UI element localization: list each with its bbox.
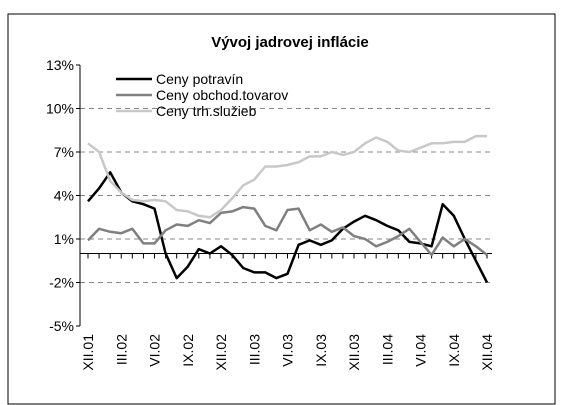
y-tick-label: 13% (46, 57, 74, 73)
x-tick-label: IX.04 (446, 334, 462, 367)
x-tick-label: IX.03 (313, 334, 329, 367)
x-tick-label: XII.04 (479, 334, 495, 371)
x-tick-label: III.03 (246, 334, 262, 365)
y-tick-label: 7% (54, 144, 74, 160)
x-tick-label: III.02 (113, 334, 129, 365)
y-tick-label: 10% (46, 101, 74, 117)
legend-label: Ceny obchod.tovarov (156, 87, 288, 103)
x-tick-label: III.04 (379, 334, 395, 365)
series-line (87, 134, 487, 219)
x-tick-label: VI.03 (280, 334, 296, 367)
x-tick-label: XII.01 (80, 334, 96, 371)
y-tick-label: 4% (54, 188, 74, 204)
y-tick-label: -2% (49, 275, 74, 291)
x-tick-label: IX.02 (180, 334, 196, 367)
x-tick-label: VI.02 (147, 334, 163, 367)
y-tick-label: 1% (54, 231, 74, 247)
legend-label: Ceny potravín (156, 71, 243, 87)
chart-title: Vývoj jadrovej inflácie (211, 34, 369, 51)
series-line (87, 205, 488, 257)
x-tick-label: XII.03 (346, 334, 362, 371)
y-tick-label: -5% (49, 318, 74, 334)
x-tick-label: XII.02 (213, 334, 229, 371)
legend-label: Ceny trh.služieb (156, 103, 257, 119)
chart-border (7, 13, 556, 405)
x-tick-label: VI.04 (413, 334, 429, 367)
